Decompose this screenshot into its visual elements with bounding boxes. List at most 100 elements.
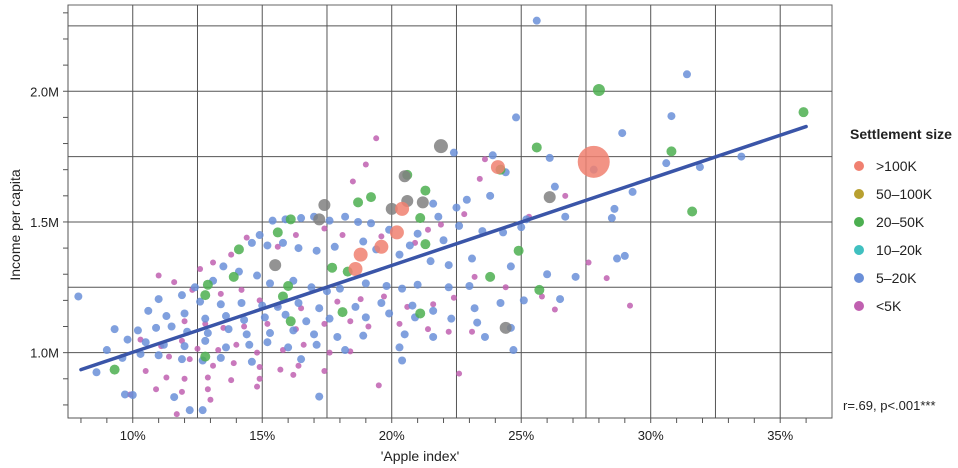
data-point: [285, 214, 296, 225]
data-point: [468, 254, 477, 263]
data-point: [196, 297, 205, 306]
data-point: [312, 340, 321, 349]
data-point: [562, 192, 569, 199]
y-axis-ticks: 1.0M 1.5M 2.0M: [30, 12, 68, 406]
data-point: [462, 195, 471, 204]
data-point: [353, 247, 368, 262]
x-tick-label: 20%: [379, 428, 405, 443]
data-point: [202, 279, 213, 290]
data-point: [167, 322, 176, 331]
data-point: [798, 107, 809, 118]
data-point: [413, 229, 422, 238]
data-point: [200, 290, 211, 301]
data-point: [178, 388, 185, 395]
data-point: [210, 259, 217, 266]
data-point: [543, 270, 552, 279]
data-point: [339, 232, 346, 239]
data-point: [366, 192, 377, 203]
data-point: [181, 318, 188, 325]
data-point: [534, 284, 545, 295]
data-point: [499, 321, 512, 334]
legend-item-over-100k: >100K: [850, 152, 958, 180]
data-point: [245, 340, 254, 349]
data-point: [120, 390, 129, 399]
data-point: [281, 310, 290, 319]
data-point: [400, 330, 409, 339]
data-point: [486, 191, 495, 200]
data-point: [561, 212, 570, 221]
data-point: [359, 331, 368, 340]
data-point: [395, 250, 404, 259]
data-point: [447, 314, 456, 323]
data-point: [349, 178, 356, 185]
data-point: [256, 375, 263, 382]
data-point: [247, 238, 256, 247]
data-point: [210, 362, 217, 369]
data-point: [375, 382, 382, 389]
data-point: [177, 355, 186, 364]
x-tick-label: 25%: [508, 428, 534, 443]
data-point: [92, 368, 101, 377]
data-point: [456, 370, 463, 377]
data-point: [294, 244, 303, 253]
data-point: [162, 312, 171, 321]
legend-swatch-icon: [854, 189, 864, 199]
legend-swatch-icon: [854, 301, 864, 311]
data-point: [264, 320, 271, 327]
data-point: [416, 196, 429, 209]
data-point: [238, 286, 245, 293]
data-point: [326, 349, 333, 356]
data-point: [330, 242, 339, 251]
data-point: [450, 294, 457, 301]
grid-lines: [67, 4, 833, 419]
data-point: [585, 259, 592, 266]
x-axis-label: 'Apple index': [381, 448, 460, 464]
data-point: [312, 246, 321, 255]
legend-item-50-100k: 50–100K: [850, 180, 958, 208]
data-point: [237, 298, 246, 307]
data-point: [141, 338, 150, 347]
data-point: [266, 329, 275, 338]
data-point: [385, 202, 398, 215]
data-point: [207, 396, 214, 403]
data-point: [266, 279, 275, 288]
data-point: [297, 214, 306, 223]
data-point: [109, 364, 120, 375]
data-point: [365, 323, 372, 330]
data-point: [666, 146, 677, 157]
data-point: [283, 280, 294, 291]
data-point: [367, 219, 376, 228]
data-point: [269, 259, 282, 272]
data-point: [74, 292, 83, 301]
data-point: [171, 279, 178, 286]
data-point: [334, 298, 341, 305]
data-point: [128, 390, 137, 399]
data-point: [224, 325, 233, 334]
data-point: [181, 375, 188, 382]
data-point: [433, 139, 448, 154]
data-point: [532, 16, 541, 25]
data-point: [302, 317, 311, 326]
data-point: [618, 129, 627, 138]
data-point: [194, 345, 201, 352]
data-point: [551, 306, 558, 313]
data-point: [481, 156, 488, 163]
data-point: [455, 221, 464, 230]
data-point: [268, 216, 277, 225]
data-point: [613, 254, 622, 263]
data-point: [318, 198, 331, 211]
data-point: [321, 320, 328, 327]
data-point: [200, 351, 211, 362]
data-point: [204, 374, 211, 381]
data-point: [315, 392, 324, 401]
legend-item-label: 5–20K: [876, 270, 917, 286]
data-points: [74, 16, 809, 418]
data-point: [228, 251, 235, 258]
data-point: [154, 295, 163, 304]
data-point: [272, 227, 283, 238]
x-axis-ticks: 10% 15% 20% 25% 30% 35%: [80, 418, 807, 443]
data-point: [216, 300, 225, 309]
data-point: [519, 296, 528, 305]
data-point: [321, 225, 328, 232]
data-point: [203, 329, 212, 338]
